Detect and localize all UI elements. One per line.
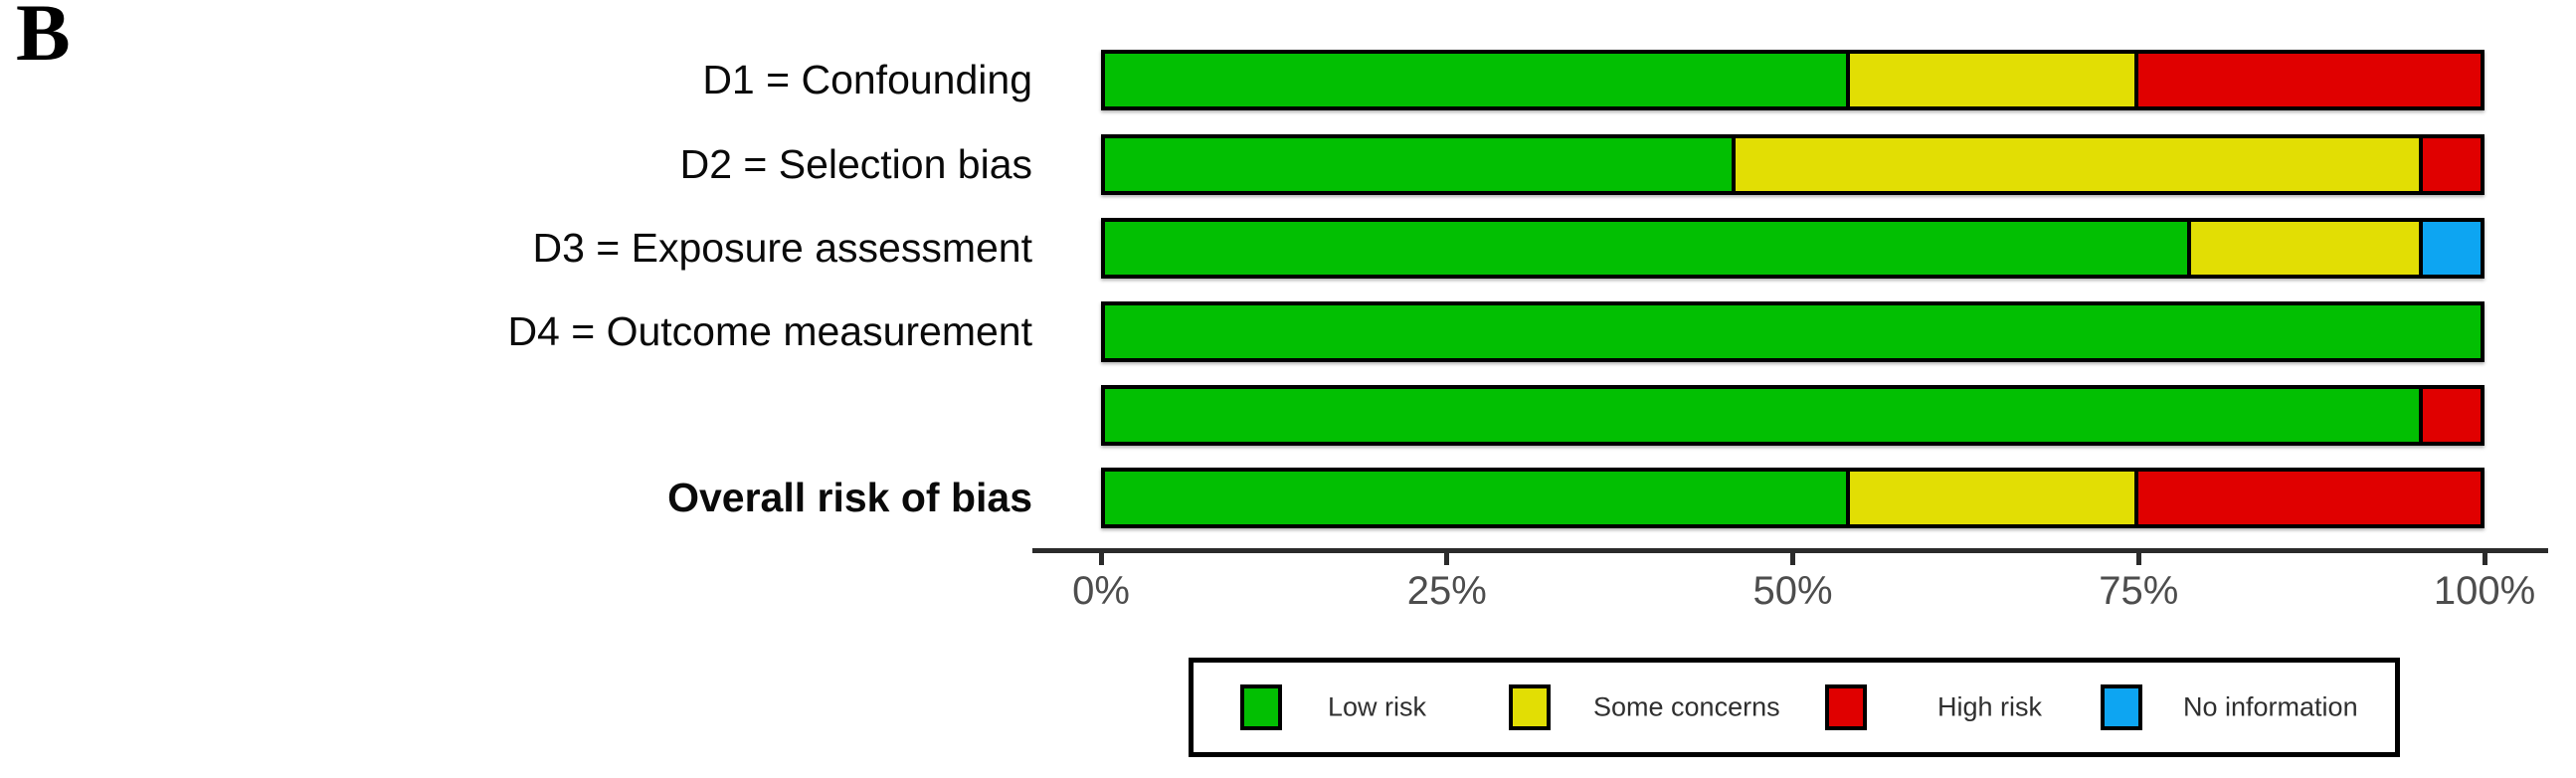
bar-segment-low-risk bbox=[1105, 222, 2187, 275]
legend-swatch-high-risk bbox=[1825, 684, 1867, 730]
bar-row: Overall risk of bias bbox=[0, 468, 2576, 528]
axis-tick bbox=[1790, 548, 1795, 565]
stacked-bar bbox=[1101, 468, 2484, 528]
bar-segment-low-risk bbox=[1105, 138, 1732, 191]
legend-swatch-some-concerns bbox=[1509, 684, 1551, 730]
legend-label-some-concerns: Some concerns bbox=[1593, 691, 1780, 722]
axis-tick-label: 50% bbox=[1752, 569, 1833, 613]
stacked-bar bbox=[1101, 50, 2484, 110]
bar-segment-low-risk bbox=[1105, 54, 1847, 106]
axis-tick-label: 75% bbox=[2099, 569, 2179, 613]
legend-label-low-risk: Low risk bbox=[1328, 691, 1427, 722]
bar-segment-no-information bbox=[2423, 222, 2481, 275]
bar-segment-some-concerns bbox=[1735, 138, 2420, 191]
axis-tick-label: 100% bbox=[2433, 569, 2536, 613]
bar-row bbox=[0, 385, 2576, 446]
axis-tick bbox=[1098, 548, 1104, 565]
stacked-bar bbox=[1101, 301, 2484, 362]
bar-segment-some-concerns bbox=[1850, 54, 2135, 106]
row-label: D2 = Selection bias bbox=[679, 141, 1032, 187]
stacked-bar bbox=[1101, 134, 2484, 195]
row-label: D4 = Outcome measurement bbox=[507, 308, 1032, 354]
bar-row: D1 = Confounding bbox=[0, 50, 2576, 110]
bar-segment-high-risk bbox=[2138, 54, 2481, 106]
bar-row: D2 = Selection bias bbox=[0, 134, 2576, 195]
axis-tick bbox=[2482, 548, 2487, 565]
axis-tick bbox=[1444, 548, 1450, 565]
stacked-bar bbox=[1101, 385, 2484, 446]
axis-tick bbox=[2135, 548, 2141, 565]
bar-row: D4 = Outcome measurement bbox=[0, 301, 2576, 362]
row-label bbox=[0, 385, 1032, 446]
bar-segment-high-risk bbox=[2423, 138, 2481, 191]
bar-segment-low-risk bbox=[1105, 389, 2420, 442]
legend-label-high-risk: High risk bbox=[1937, 691, 2043, 722]
row-label: D1 = Confounding bbox=[702, 57, 1032, 102]
row-label: D3 = Exposure assessment bbox=[532, 225, 1033, 271]
legend-label-no-information: No information bbox=[2183, 691, 2358, 722]
bar-segment-high-risk bbox=[2138, 472, 2481, 524]
panel-label: B bbox=[16, 0, 71, 78]
axis-tick-label: 0% bbox=[1072, 569, 1130, 613]
bar-segment-low-risk bbox=[1105, 472, 1847, 524]
row-label: Overall risk of bias bbox=[667, 475, 1032, 520]
bar-segment-high-risk bbox=[2423, 389, 2481, 442]
bar-segment-some-concerns bbox=[2190, 222, 2420, 275]
axis-tick-label: 25% bbox=[1406, 569, 1487, 613]
legend-box: Low risk Some concerns High risk No informa… bbox=[1189, 658, 2400, 757]
legend-swatch-low-risk bbox=[1240, 684, 1282, 730]
bar-segment-some-concerns bbox=[1850, 472, 2135, 524]
stacked-bar bbox=[1101, 218, 2484, 279]
bar-segment-low-risk bbox=[1105, 305, 2481, 358]
legend-swatch-no-information bbox=[2101, 684, 2142, 730]
bar-row: D3 = Exposure assessment bbox=[0, 218, 2576, 279]
